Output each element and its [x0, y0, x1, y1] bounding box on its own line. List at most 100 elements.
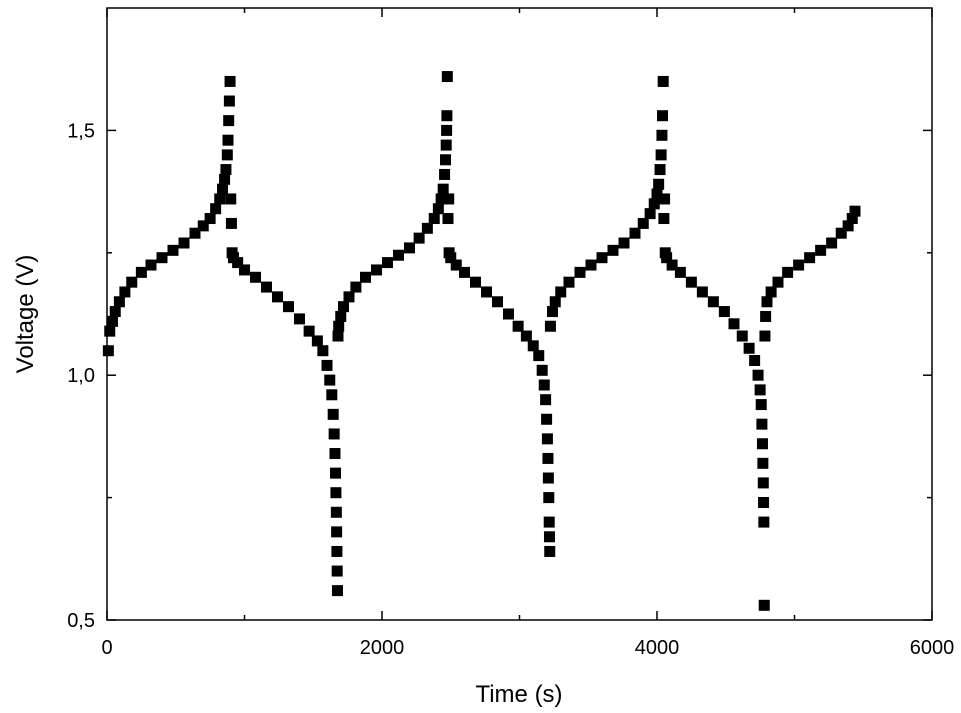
- data-point: [481, 286, 492, 298]
- data-point: [441, 71, 453, 83]
- data-point: [542, 472, 554, 484]
- data-point: [220, 164, 232, 176]
- data-point: [543, 516, 555, 528]
- data-point: [197, 220, 209, 232]
- data-point: [204, 213, 216, 225]
- data-point: [350, 281, 362, 293]
- data-point: [214, 193, 226, 205]
- data-point: [520, 330, 532, 342]
- data-point: [503, 308, 514, 320]
- data-point: [718, 306, 730, 318]
- data-point: [217, 183, 228, 195]
- data-point: [543, 492, 555, 504]
- data-point: [757, 457, 769, 469]
- data-point: [413, 232, 425, 244]
- data-point: [333, 320, 345, 332]
- data-point: [109, 306, 121, 318]
- data-point: [189, 227, 201, 239]
- data-point: [755, 399, 767, 411]
- data-point: [440, 154, 452, 166]
- data-point: [685, 276, 697, 288]
- data-point: [113, 296, 125, 308]
- x-tick-label: 6000: [910, 637, 955, 659]
- data-point: [542, 452, 554, 464]
- data-point: [555, 286, 567, 298]
- data-point: [543, 531, 555, 543]
- data-point: [221, 149, 233, 161]
- data-point: [332, 330, 344, 342]
- data-point: [224, 75, 236, 87]
- data-point: [754, 384, 766, 396]
- data-point: [327, 408, 339, 420]
- data-point: [443, 193, 455, 205]
- data-point: [330, 487, 342, 499]
- data-point: [303, 325, 315, 337]
- data-point: [758, 599, 770, 611]
- y-tick-label: 1,0: [67, 365, 95, 387]
- data-point: [135, 266, 147, 278]
- data-point: [752, 369, 764, 381]
- data-point: [338, 301, 349, 313]
- data-point: [804, 252, 816, 264]
- y-tick-label: 0,5: [67, 610, 95, 632]
- data-point: [107, 315, 118, 327]
- data-point: [749, 355, 761, 367]
- data-point: [656, 129, 668, 141]
- data-point: [440, 139, 452, 151]
- data-point: [541, 413, 553, 425]
- y-tick-label: 1,5: [67, 120, 95, 142]
- data-point: [743, 342, 755, 354]
- data-point: [439, 168, 451, 180]
- data-point: [651, 188, 663, 200]
- data-point: [261, 281, 272, 293]
- data-point: [696, 286, 708, 298]
- data-point: [331, 526, 343, 538]
- y-axis-title: Voltage (V): [12, 255, 39, 374]
- data-point: [421, 222, 433, 234]
- data-point: [222, 134, 234, 146]
- data-point: [210, 203, 222, 215]
- data-point: [653, 178, 665, 190]
- data-point: [758, 516, 770, 528]
- data-point: [849, 205, 861, 217]
- data-point: [459, 266, 470, 278]
- data-point: [661, 252, 673, 264]
- data-point: [404, 242, 415, 254]
- data-point: [544, 320, 556, 332]
- data-point: [250, 271, 261, 283]
- data-point: [536, 364, 548, 376]
- data-point: [311, 335, 323, 347]
- data-point: [328, 428, 340, 440]
- data-point: [167, 244, 179, 256]
- data-point: [756, 438, 768, 450]
- data-point: [842, 220, 854, 232]
- data-point: [585, 259, 597, 271]
- data-point: [126, 276, 138, 288]
- data-point: [846, 213, 858, 225]
- data-point: [437, 183, 449, 195]
- data-point: [644, 208, 656, 220]
- data-point: [102, 345, 114, 357]
- data-point: [371, 264, 382, 276]
- data-point: [596, 252, 608, 264]
- data-point: [331, 545, 343, 557]
- data-point: [360, 271, 371, 283]
- data-point: [445, 252, 457, 264]
- data-point: [104, 325, 116, 337]
- data-point: [637, 217, 649, 229]
- data-point: [757, 477, 769, 489]
- data-point: [527, 340, 539, 352]
- data-point: [435, 193, 447, 205]
- data-point: [330, 506, 342, 518]
- x-axis-title: Time (s): [475, 681, 562, 708]
- data-point: [728, 318, 740, 330]
- data-point: [782, 266, 794, 278]
- data-point: [549, 296, 561, 308]
- data-point: [326, 389, 338, 401]
- data-point: [541, 433, 553, 445]
- data-point: [648, 198, 660, 210]
- x-tick-label: 0: [101, 637, 112, 659]
- data-point: [659, 193, 671, 205]
- data-point: [815, 244, 827, 256]
